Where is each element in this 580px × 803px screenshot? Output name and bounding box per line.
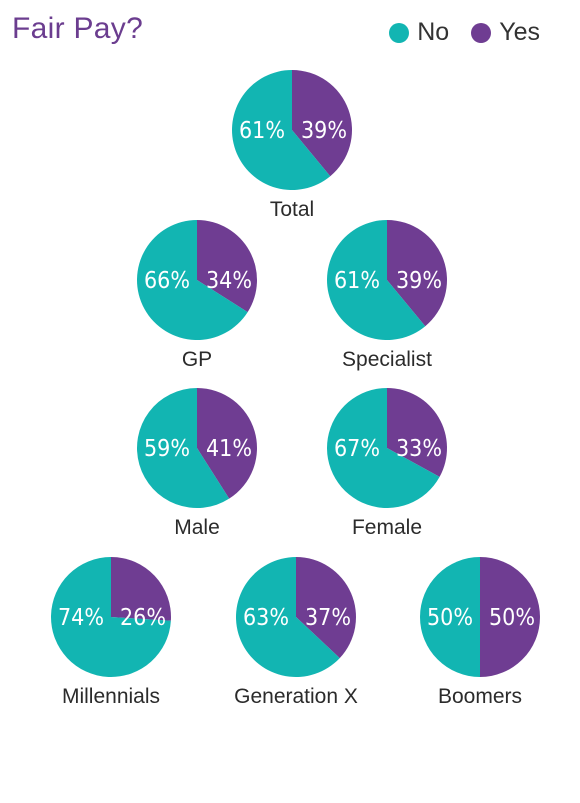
slice-no-male bbox=[137, 388, 230, 508]
pie-female: 33% 67% Female bbox=[327, 388, 448, 539]
value-label-yes-female: 33% bbox=[396, 436, 442, 462]
legend-label-no: No bbox=[417, 18, 450, 46]
chart-title: Fair Pay? bbox=[12, 12, 144, 45]
value-label-no-boomers: 50% bbox=[427, 605, 473, 631]
slice-no-generation-x bbox=[235, 557, 340, 677]
slice-yes-generation-x bbox=[296, 557, 356, 659]
slice-yes-total bbox=[292, 70, 353, 177]
value-label-yes-male: 41% bbox=[206, 436, 252, 462]
pie-caption-male: Male bbox=[174, 516, 220, 539]
pie-caption-female: Female bbox=[352, 516, 422, 539]
legend-label-yes: Yes bbox=[499, 18, 540, 46]
pie-caption-millennials: Millennials bbox=[62, 685, 160, 708]
value-label-no-total: 61% bbox=[239, 118, 285, 144]
slice-no-specialist bbox=[327, 220, 426, 340]
slice-yes-gp bbox=[197, 220, 258, 313]
slice-yes-female bbox=[387, 388, 448, 477]
pie-male: 41% 59% Male bbox=[137, 388, 258, 539]
slice-no-millennials bbox=[50, 557, 171, 677]
slice-yes-specialist bbox=[387, 220, 448, 327]
pie-boomers: 50% 50% Boomers bbox=[420, 557, 540, 708]
pie-caption-total: Total bbox=[270, 198, 314, 221]
pie-millennials: 26% 74% Millennials bbox=[50, 557, 171, 708]
value-label-no-gp: 66% bbox=[144, 268, 190, 294]
value-label-no-female: 67% bbox=[334, 436, 380, 462]
pie-caption-specialist: Specialist bbox=[342, 348, 432, 371]
value-label-no-male: 59% bbox=[144, 436, 190, 462]
slice-yes-male bbox=[197, 388, 258, 499]
legend-swatch-no bbox=[389, 22, 410, 43]
pie-gp: 34% 66% GP bbox=[137, 220, 258, 371]
value-label-yes-specialist: 39% bbox=[396, 268, 442, 294]
slice-no-gp bbox=[137, 220, 248, 340]
slice-yes-boomers bbox=[480, 557, 540, 677]
slice-no-boomers bbox=[420, 557, 480, 677]
pie-caption-gp: GP bbox=[182, 348, 212, 371]
value-label-yes-boomers: 50% bbox=[489, 605, 535, 631]
legend-entry-yes: Yes bbox=[471, 18, 540, 47]
pie-caption-boomers: Boomers bbox=[438, 685, 522, 708]
legend-swatch-yes bbox=[471, 22, 492, 43]
value-label-yes-generation-x: 37% bbox=[305, 605, 351, 631]
legend: No Yes bbox=[367, 18, 540, 47]
value-label-yes-total: 39% bbox=[301, 118, 347, 144]
legend-entry-no: No bbox=[389, 18, 449, 47]
pie-caption-generation-x: Generation X bbox=[234, 685, 358, 708]
value-label-yes-millennials: 26% bbox=[120, 605, 166, 631]
pie-total: 39% 61% Total bbox=[232, 70, 353, 221]
pie-specialist: 39% 61% Specialist bbox=[327, 220, 448, 371]
slice-yes-millennials bbox=[111, 557, 171, 621]
slice-no-female bbox=[327, 388, 440, 509]
value-label-no-generation-x: 63% bbox=[243, 605, 289, 631]
value-label-no-millennials: 74% bbox=[58, 605, 104, 631]
value-label-yes-gp: 34% bbox=[206, 268, 252, 294]
value-label-no-specialist: 61% bbox=[334, 268, 380, 294]
pie-generation-x: 37% 63% Generation X bbox=[234, 557, 358, 708]
slice-no-total bbox=[232, 70, 331, 190]
